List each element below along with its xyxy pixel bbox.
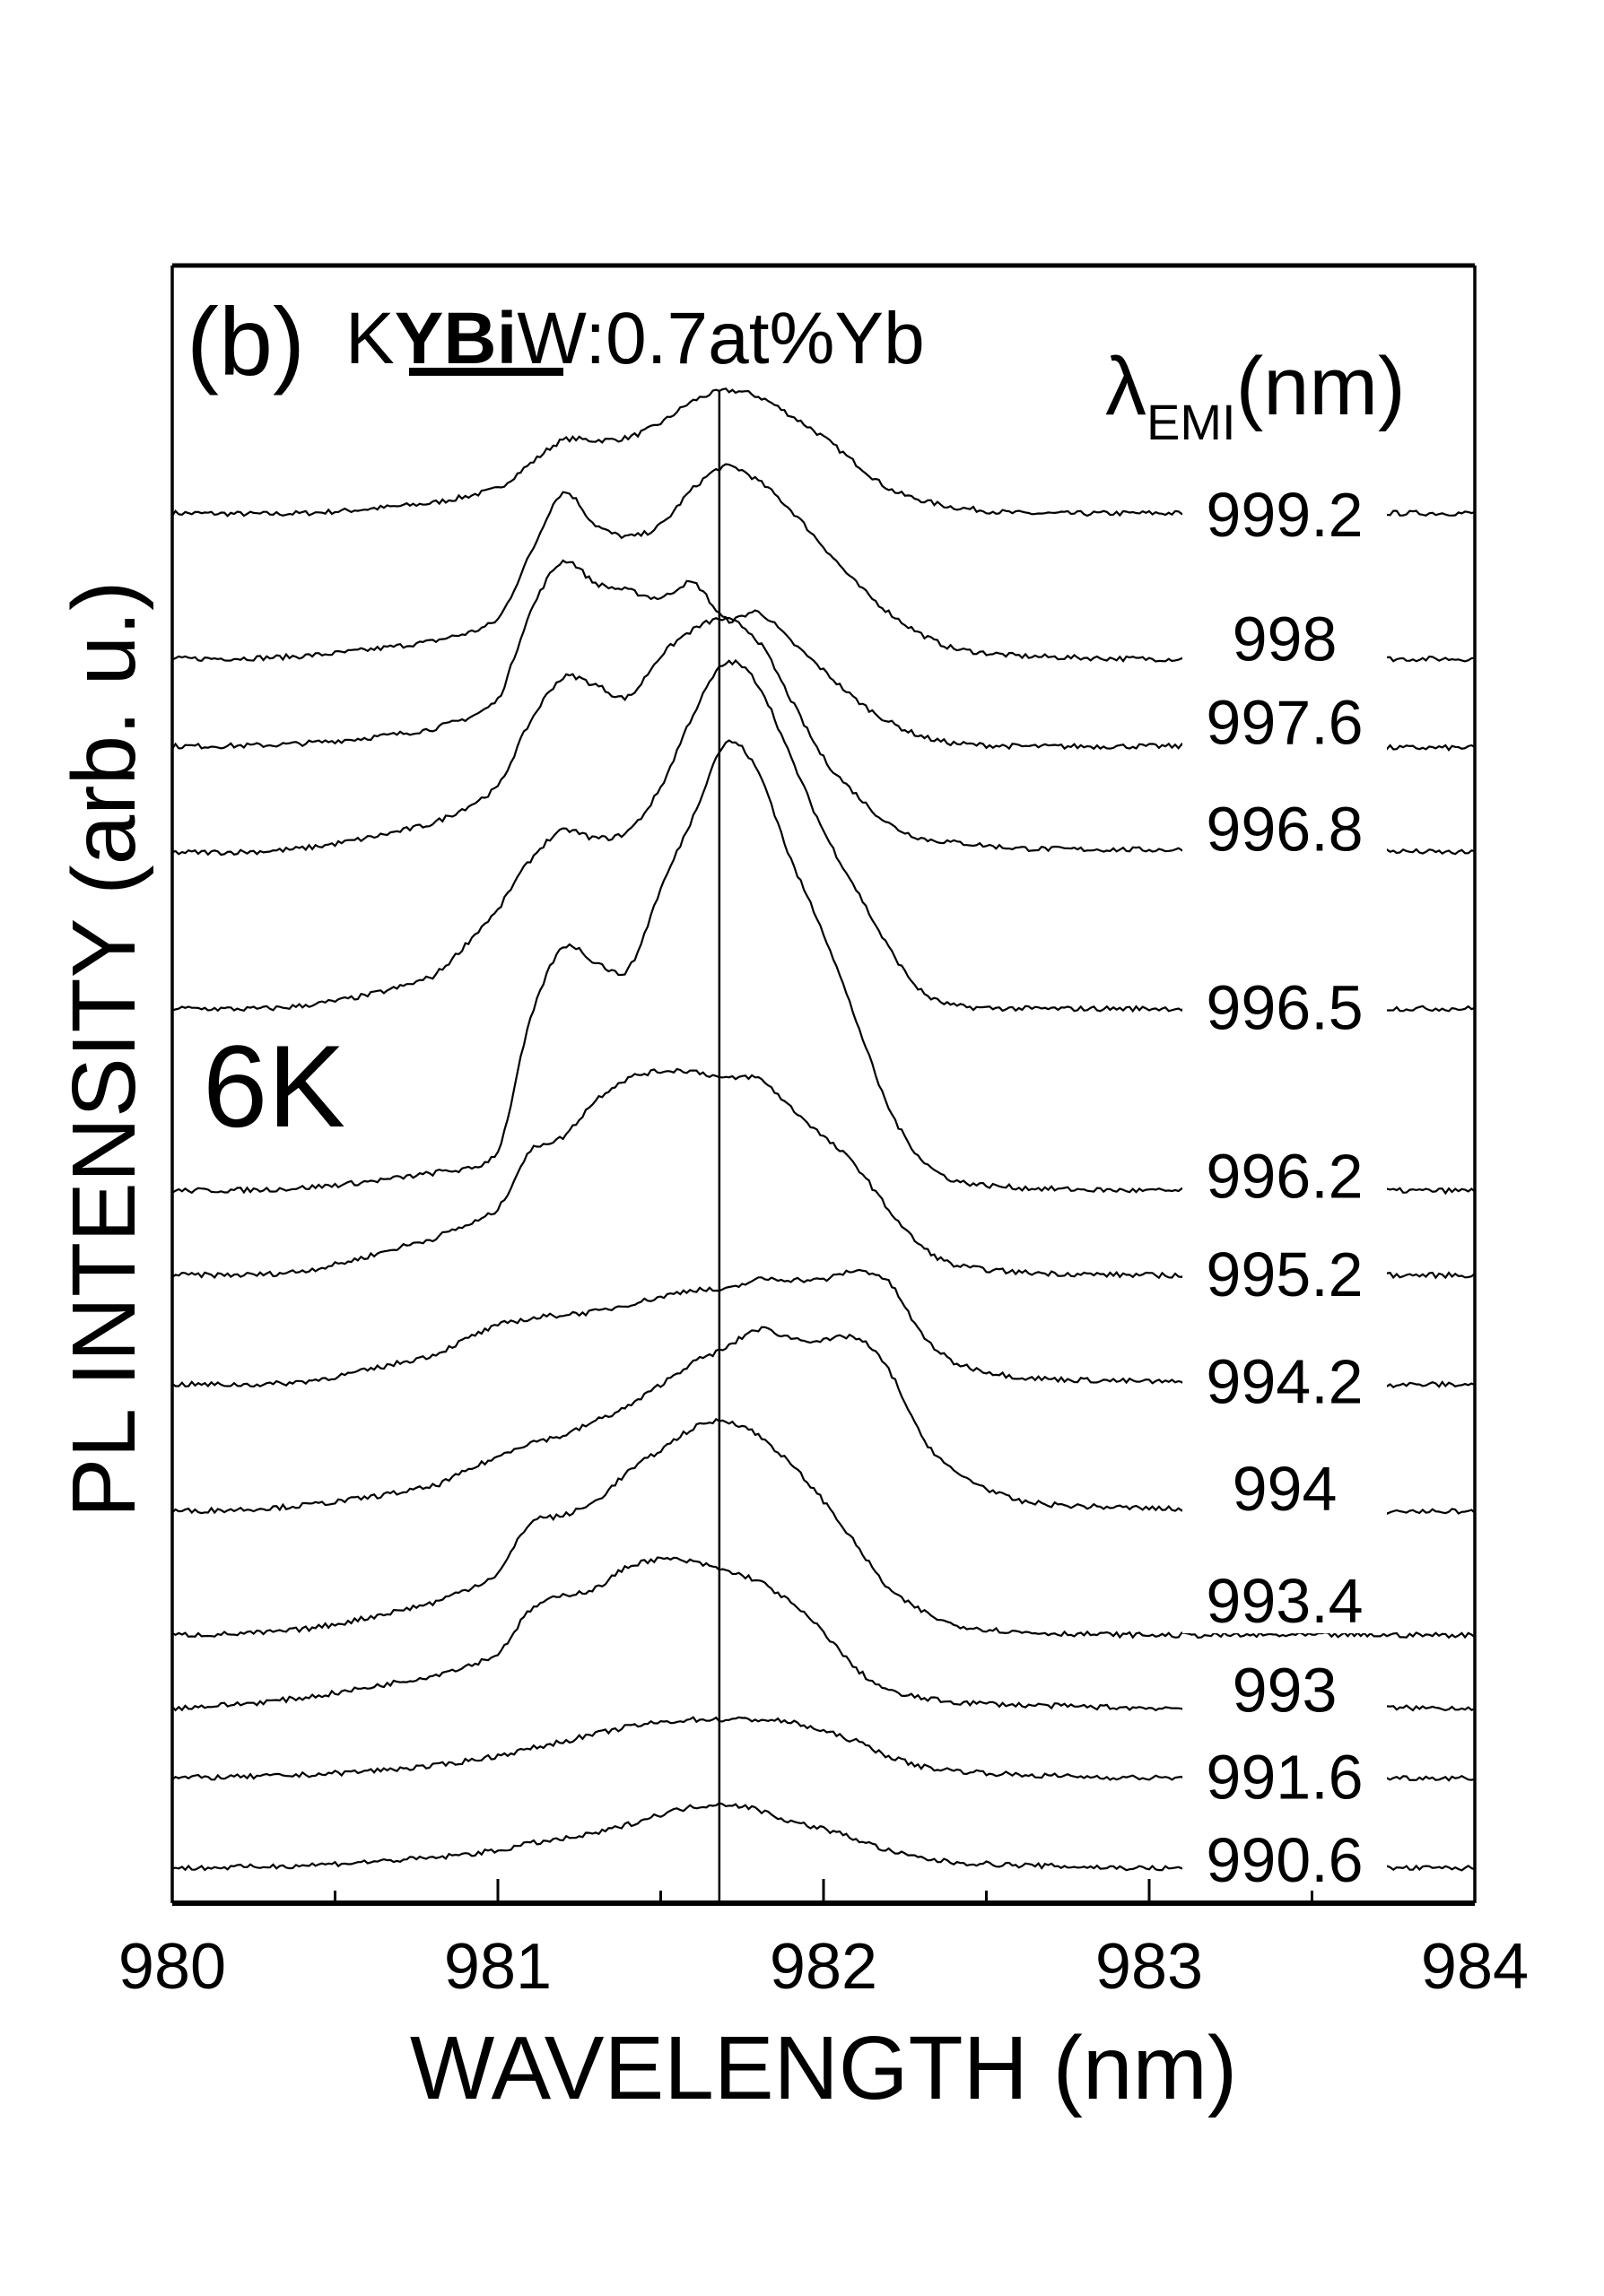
- series-label-bg: [1182, 1452, 1387, 1521]
- series-label-996.8: 996.8: [1206, 795, 1363, 865]
- series-label-991.6: 991.6: [1206, 1742, 1363, 1812]
- series-label-995.2: 995.2: [1206, 1239, 1363, 1309]
- emi-subscript: EMI: [1146, 394, 1236, 450]
- series-labels: 999.2 998 997.6 996.8 996.5 996.2 995.2 994.2 99…: [1182, 479, 1387, 1895]
- x-tick-label-984: 984: [1421, 1931, 1529, 2003]
- temperature-label: 6K: [203, 1021, 345, 1152]
- x-tick-label-982: 982: [770, 1931, 877, 2003]
- axes: 980 981 982 983 984: [118, 263, 1529, 2003]
- series-label-bg: [1182, 971, 1387, 1040]
- series-label-993: 993: [1233, 1655, 1338, 1725]
- x-tick-label-980: 980: [118, 1931, 226, 2003]
- series-label-bg: [1182, 686, 1387, 755]
- series-label-998: 998: [1233, 604, 1338, 674]
- spectrum-line-993.4: [171, 1417, 1476, 1639]
- series-label-bg: [1182, 1654, 1387, 1723]
- series-label-bg: [1182, 603, 1387, 672]
- title-underlined: YBi: [395, 298, 518, 379]
- y-axis-title: PL INTENSITY (arb. u.): [54, 581, 154, 1518]
- series-label-996.2: 996.2: [1206, 1142, 1363, 1212]
- series-label-bg: [1182, 1824, 1387, 1893]
- legend-header: λEMI(nm): [1105, 341, 1406, 450]
- series-label-bg: [1182, 1238, 1387, 1307]
- series-label-bg: [1182, 1565, 1387, 1634]
- series-label-990.6: 990.6: [1206, 1825, 1363, 1895]
- series-label-994: 994: [1233, 1454, 1338, 1524]
- series-label-bg: [1182, 793, 1387, 862]
- x-tick-label-981: 981: [444, 1931, 552, 2003]
- x-axis-title: WAVELENGTH (nm): [410, 2018, 1237, 2118]
- series-label-bg: [1182, 1741, 1387, 1810]
- x-tick-label-983: 983: [1095, 1931, 1203, 2003]
- series-label-993.4: 993.4: [1206, 1566, 1363, 1636]
- series-label-997.6: 997.6: [1206, 688, 1363, 758]
- series-label-bg: [1182, 1345, 1387, 1414]
- series-label-996.5: 996.5: [1206, 973, 1363, 1043]
- series-label-994.2: 994.2: [1206, 1347, 1363, 1417]
- series-label-bg: [1182, 479, 1387, 548]
- series-label-999.2: 999.2: [1206, 480, 1363, 550]
- panel-label: (b): [187, 287, 305, 396]
- chart-title: KYBiW:0.7at%Yb: [345, 298, 925, 379]
- title-post: W:0.7at%Yb: [517, 298, 924, 379]
- unit: (nm): [1236, 341, 1406, 432]
- series-label-bg: [1182, 1140, 1387, 1209]
- title-pre: K: [345, 298, 395, 379]
- title-underline: [409, 368, 563, 376]
- lambda-symbol: λ: [1105, 341, 1146, 432]
